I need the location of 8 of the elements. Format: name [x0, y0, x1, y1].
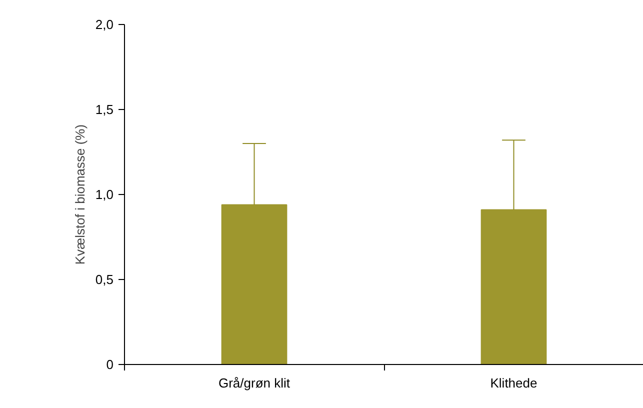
y-tick-label: 1,0 — [95, 187, 114, 202]
y-tick-label: 2,0 — [95, 17, 114, 32]
y-tick-label: 0,5 — [95, 272, 114, 287]
x-tick-label: Klithede — [490, 376, 538, 390]
y-axis-title: Kvælstof i biomasse (%) — [72, 124, 88, 265]
y-tick-label: 0 — [106, 357, 114, 372]
x-tick-label: Grå/grøn klit — [218, 376, 290, 390]
y-tick-label: 1,5 — [95, 102, 114, 117]
